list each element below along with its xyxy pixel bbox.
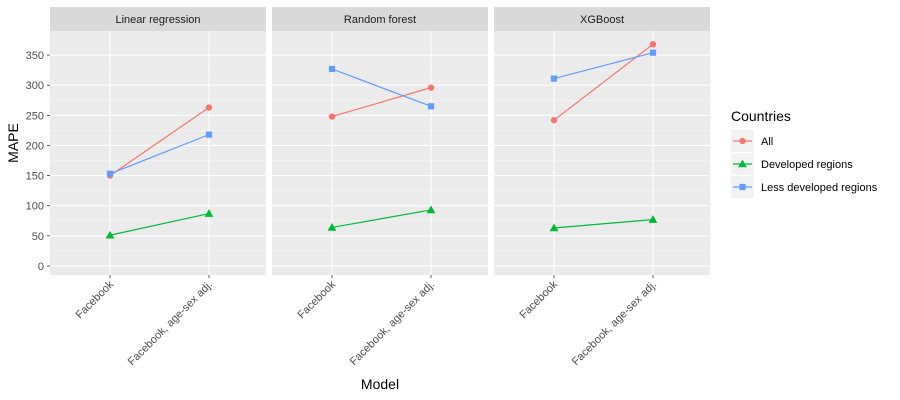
x-axis: Facebook Facebook, age-sex adj. Facebook Fa… xyxy=(73,275,659,368)
panel-xgboost: XGBoost xyxy=(494,7,710,275)
series-line-developed-regions xyxy=(331,209,432,228)
x-tick-label: Facebook xyxy=(517,278,560,321)
data-point-less-developed-regions xyxy=(427,103,435,110)
y-tick-label: 250 xyxy=(26,110,44,122)
legend-marker-all xyxy=(739,137,746,145)
data-point-developed-regions xyxy=(648,215,658,223)
legend-title: Countries xyxy=(731,108,791,124)
y-tick-label: 0 xyxy=(38,261,44,273)
y-tick-label: 150 xyxy=(26,171,44,183)
panel-strip xyxy=(494,7,710,31)
legend-label: Developed regions xyxy=(761,159,853,171)
x-tick-label: Facebook, age-sex adj. xyxy=(348,279,437,368)
x-tick-label: Facebook xyxy=(73,278,116,321)
panel-title: XGBoost xyxy=(580,14,624,26)
data-point-less-developed-regions xyxy=(550,75,558,82)
y-tick-label: 300 xyxy=(26,80,44,92)
panel-background xyxy=(272,31,488,275)
legend-item-less-developed-regions: Less developed regions xyxy=(731,176,878,198)
y-tick-label: 100 xyxy=(26,201,44,213)
panel-strip xyxy=(50,7,266,31)
data-point-developed-regions xyxy=(204,209,214,217)
data-point-all xyxy=(550,116,558,124)
y-axis: 0 50 100 150 200 250 300 350 xyxy=(26,50,50,273)
legend-item-developed-regions: Developed regions xyxy=(731,153,853,175)
series-line-less-developed-regions xyxy=(331,68,432,107)
data-point-all xyxy=(427,84,435,91)
legend-label: Less developed regions xyxy=(761,182,878,194)
series-line-developed-regions xyxy=(109,212,210,236)
x-axis-title: Model xyxy=(361,376,399,392)
data-point-all xyxy=(328,113,336,120)
y-tick-label: 350 xyxy=(26,50,44,62)
panel-strip xyxy=(272,7,488,31)
x-tick-label: Facebook xyxy=(295,278,338,321)
legend-marker-less-developed-regions xyxy=(739,183,746,191)
series-line-less-developed-regions xyxy=(553,52,654,80)
panel-title: Linear regression xyxy=(116,14,201,26)
series-line-developed-regions xyxy=(553,218,654,229)
series-line-all xyxy=(331,87,432,118)
data-point-all xyxy=(649,41,657,48)
data-point-less-developed-regions xyxy=(106,170,114,177)
y-tick-label: 200 xyxy=(26,140,44,152)
data-point-less-developed-regions xyxy=(328,65,336,73)
panels: Linear regression Random forest XGBoost xyxy=(50,7,710,275)
data-point-developed-regions xyxy=(426,205,436,214)
data-point-all xyxy=(205,104,213,111)
data-point-developed-regions xyxy=(327,223,337,231)
legend-marker-developed-regions xyxy=(738,159,747,168)
panel-background xyxy=(50,31,266,275)
series-line-less-developed-regions xyxy=(109,134,210,175)
panel-linear-regression: Linear regression xyxy=(50,7,266,275)
y-tick-label: 50 xyxy=(32,231,44,243)
y-axis-title: MAPE xyxy=(5,123,21,163)
legend-label: All xyxy=(761,136,773,148)
legend-item-all: All xyxy=(731,130,773,152)
panel-background xyxy=(494,31,710,275)
x-tick-label: Facebook, age-sex adj. xyxy=(126,279,215,368)
data-point-developed-regions xyxy=(105,230,115,239)
legend: Countries All Developed regions Less devel… xyxy=(731,108,878,198)
data-point-developed-regions xyxy=(549,223,559,232)
panel-title: Random forest xyxy=(344,14,416,26)
x-tick-label: Facebook, age-sex adj. xyxy=(570,279,659,368)
series-line-all xyxy=(109,107,210,177)
data-point-less-developed-regions xyxy=(649,49,657,56)
panel-random-forest: Random forest xyxy=(272,7,488,275)
data-point-less-developed-regions xyxy=(205,131,213,138)
